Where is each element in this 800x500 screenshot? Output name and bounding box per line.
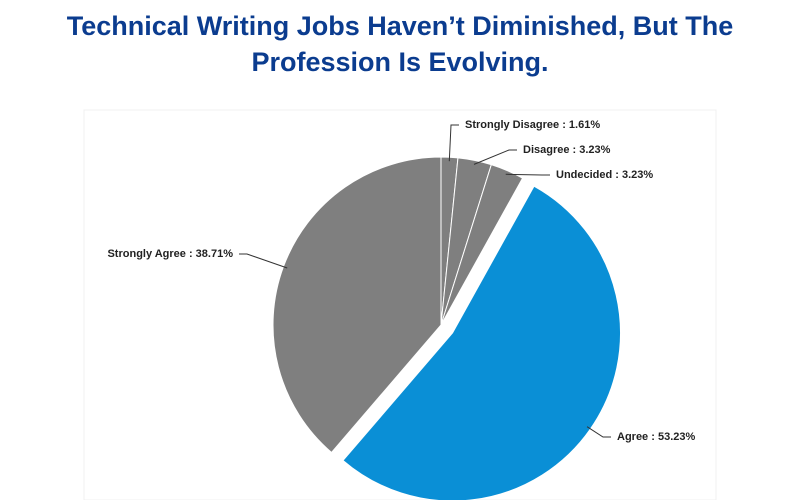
pie-slice	[440, 164, 524, 326]
leader-line	[505, 173, 550, 176]
data-label: Disagree : 3.23%	[523, 144, 611, 156]
leader-line	[448, 124, 459, 162]
data-label: Undecided : 3.23%	[556, 169, 653, 181]
data-label: Agree : 53.23%	[617, 431, 695, 443]
leader-line	[473, 149, 517, 165]
leader-line	[586, 426, 611, 438]
data-label: Strongly Disagree : 1.61%	[465, 119, 600, 131]
chart-title: Technical Writing Jobs Haven’t Diminishe…	[66, 11, 734, 77]
leader-line	[239, 253, 288, 269]
data-label: Strongly Agree : 38.71%	[107, 248, 233, 260]
